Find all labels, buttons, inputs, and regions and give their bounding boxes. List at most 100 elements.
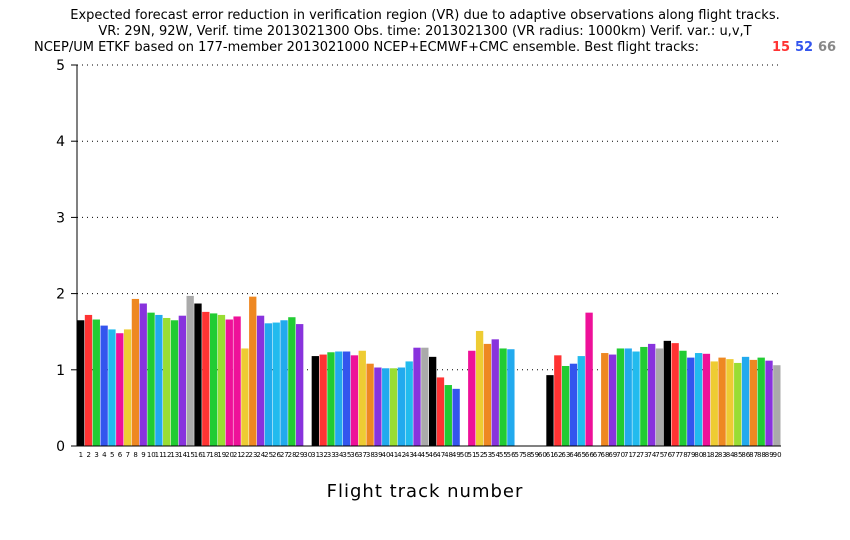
x-tick-label: 13 — [170, 451, 179, 459]
x-tick-label: 49 — [452, 451, 461, 459]
bar-track-44 — [413, 347, 421, 446]
bar-track-34 — [335, 351, 343, 446]
bar-track-77 — [671, 343, 679, 446]
bar-track-41 — [389, 368, 398, 446]
bar-track-35 — [342, 351, 351, 446]
bar-track-10 — [147, 312, 155, 446]
bar-track-45 — [421, 347, 429, 446]
bar-track-18 — [209, 313, 218, 446]
bar-track-8 — [131, 298, 140, 446]
bar-track-33 — [327, 352, 335, 446]
bar-track-23 — [249, 296, 257, 446]
x-tick-label: 32 — [319, 451, 328, 459]
x-tick-label: 55 — [499, 451, 508, 459]
y-axis: 0 1 2 3 4 5 — [56, 58, 78, 455]
x-tick-label: 3 — [94, 451, 98, 459]
x-tick-label: 59 — [530, 451, 539, 459]
x-tick-label: 18 — [209, 451, 218, 459]
bar-track-16 — [194, 303, 202, 446]
bar-track-54 — [491, 339, 499, 446]
bar-track-42 — [397, 367, 406, 446]
x-tick-label: 19 — [217, 451, 226, 459]
x-tick-label: 87 — [749, 451, 758, 459]
x-tick-label: 47 — [436, 451, 445, 459]
x-tick-label: 37 — [358, 451, 367, 459]
x-tick-label: 54 — [491, 451, 500, 459]
bar-track-13 — [170, 320, 179, 446]
x-tick-label: 72 — [632, 451, 641, 459]
x-tick-label: 82 — [710, 451, 719, 459]
bar-track-40 — [382, 368, 390, 446]
x-tick-label: 63 — [561, 451, 570, 459]
x-tick-label: 20 — [225, 451, 234, 459]
bar-track-38 — [366, 363, 374, 446]
bar-track-90 — [773, 365, 781, 446]
x-tick-label: 81 — [702, 451, 711, 459]
bar-track-61 — [546, 375, 554, 446]
x-tick-label: 69 — [608, 451, 617, 459]
bar-track-6 — [116, 333, 124, 446]
bar-track-5 — [108, 329, 116, 446]
x-tick-label: 28 — [288, 451, 297, 459]
bar-track-64 — [569, 363, 578, 446]
bar-track-79 — [687, 357, 695, 446]
x-tick-label: 41 — [389, 451, 398, 459]
bar-track-51 — [468, 350, 476, 446]
x-tick-label: 31 — [311, 451, 320, 459]
y-tick-label: 5 — [56, 58, 65, 74]
best-track-3: 66 — [818, 40, 836, 55]
bar-track-29 — [296, 324, 304, 446]
bar-track-63 — [561, 365, 570, 446]
y-tick-label: 4 — [56, 134, 65, 150]
bar-track-11 — [155, 314, 163, 446]
bar-track-71 — [624, 348, 632, 446]
bar-track-75 — [655, 348, 664, 446]
best-track-2: 52 — [795, 40, 813, 55]
bar-track-9 — [139, 303, 147, 446]
x-tick-label: 56 — [507, 451, 516, 459]
x-tick-label: 48 — [444, 451, 453, 459]
x-tick-label: 80 — [694, 451, 703, 459]
bar-track-72 — [632, 351, 640, 446]
x-axis: 1 2 3 4 5 6 7 8 9 1011121314151617181920212223242… — [77, 445, 782, 459]
x-tick-label: 76 — [663, 451, 672, 459]
bar-track-39 — [374, 367, 382, 446]
bar-track-7 — [123, 329, 132, 446]
bar-track-88 — [757, 357, 765, 446]
x-tick-label: 89 — [765, 451, 774, 459]
x-tick-label: 73 — [640, 451, 649, 459]
y-tick-label: 3 — [56, 210, 65, 226]
x-tick-label: 66 — [585, 451, 594, 459]
bar-track-76 — [663, 340, 671, 446]
y-tick-label: 0 — [56, 439, 65, 455]
bar-track-85 — [734, 362, 742, 446]
x-tick-label: 25 — [264, 451, 273, 459]
x-tick-label: 22 — [241, 451, 250, 459]
bar-track-49 — [452, 388, 460, 446]
bar-track-68 — [601, 353, 609, 446]
chart-title-line-2: VR: 29N, 92W, Verif. time 2013021300 Obs… — [98, 24, 751, 39]
bar-track-47 — [436, 377, 445, 446]
x-tick-label: 39 — [374, 451, 383, 459]
bar-track-83 — [718, 357, 726, 446]
x-tick-label: 68 — [601, 451, 610, 459]
x-tick-label: 17 — [202, 451, 211, 459]
x-tick-label: 46 — [428, 451, 437, 459]
x-tick-label: 71 — [624, 451, 633, 459]
bar-track-81 — [702, 353, 711, 446]
bar-track-31 — [311, 356, 319, 446]
x-tick-label: 6 — [118, 451, 123, 459]
bar-track-89 — [765, 360, 773, 446]
bar-track-48 — [444, 385, 452, 446]
x-tick-label: 15 — [186, 451, 195, 459]
bar-track-86 — [741, 356, 750, 446]
x-tick-label: 45 — [421, 451, 430, 459]
bar-track-73 — [640, 346, 648, 446]
bar-track-25 — [264, 323, 273, 446]
bar-track-28 — [288, 317, 296, 446]
x-tick-label: 14 — [178, 451, 187, 459]
bar-track-12 — [163, 317, 171, 446]
x-tick-label: 77 — [671, 451, 680, 459]
bar-track-1 — [77, 320, 85, 446]
